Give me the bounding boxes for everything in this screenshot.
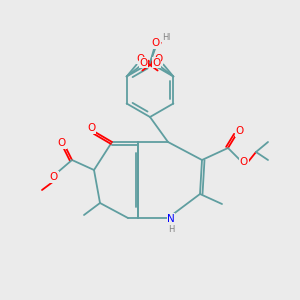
Text: O: O (58, 138, 66, 148)
Text: N: N (167, 214, 175, 224)
Text: O: O (136, 53, 145, 64)
Text: H: H (162, 32, 168, 41)
Text: O: O (154, 55, 163, 64)
Text: O: O (236, 126, 244, 136)
Text: O: O (50, 172, 58, 182)
Text: O: O (140, 58, 148, 68)
Text: O: O (87, 123, 95, 133)
Text: H: H (163, 34, 169, 43)
Text: O: O (152, 58, 160, 68)
Text: O: O (240, 157, 248, 167)
Text: O: O (153, 38, 161, 48)
Text: H: H (168, 224, 174, 233)
Text: O: O (152, 38, 160, 48)
